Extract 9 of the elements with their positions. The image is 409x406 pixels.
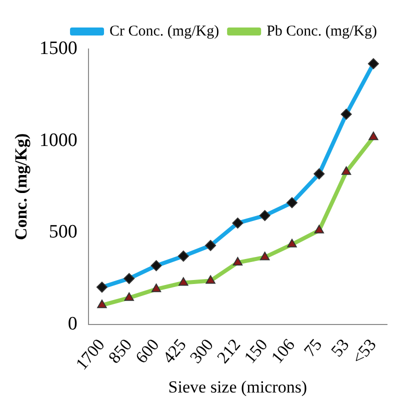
y-tick-label: 500	[48, 222, 78, 243]
y-tick-label: 0	[68, 313, 78, 334]
x-tick-label: 75	[300, 335, 326, 360]
y-axis-title: Conc. (mg/Kg)	[12, 133, 31, 240]
x-axis-title: Sieve size (microns)	[168, 377, 308, 396]
y-tick-label: 1500	[39, 38, 78, 59]
legend-label: Cr Conc. (mg/Kg)	[110, 23, 220, 40]
legend-label: Pb Conc. (mg/Kg)	[266, 23, 378, 40]
y-tick-label: 1000	[39, 130, 78, 151]
